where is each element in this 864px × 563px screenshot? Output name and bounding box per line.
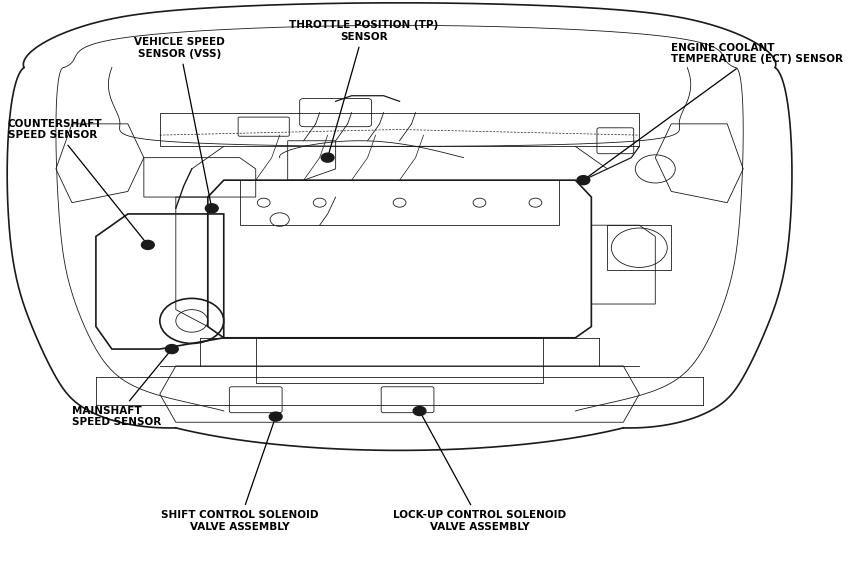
- Circle shape: [270, 412, 282, 421]
- Text: MAINSHAFT
SPEED SENSOR: MAINSHAFT SPEED SENSOR: [72, 351, 170, 427]
- Circle shape: [321, 153, 334, 162]
- Text: THROTTLE POSITION (TP)
SENSOR: THROTTLE POSITION (TP) SENSOR: [289, 20, 438, 155]
- Circle shape: [142, 240, 155, 249]
- Circle shape: [165, 345, 178, 354]
- Text: VEHICLE SPEED
SENSOR (VSS): VEHICLE SPEED SENSOR (VSS): [135, 37, 226, 205]
- Circle shape: [577, 176, 590, 185]
- Text: COUNTERSHAFT
SPEED SENSOR: COUNTERSHAFT SPEED SENSOR: [8, 119, 146, 243]
- Text: ENGINE COOLANT
TEMPERATURE (ECT) SENSOR: ENGINE COOLANT TEMPERATURE (ECT) SENSOR: [586, 43, 843, 178]
- Text: SHIFT CONTROL SOLENOID
VALVE ASSEMBLY: SHIFT CONTROL SOLENOID VALVE ASSEMBLY: [161, 419, 319, 531]
- Text: LOCK-UP CONTROL SOLENOID
VALVE ASSEMBLY: LOCK-UP CONTROL SOLENOID VALVE ASSEMBLY: [393, 413, 566, 531]
- Circle shape: [206, 204, 219, 213]
- Circle shape: [413, 406, 426, 415]
